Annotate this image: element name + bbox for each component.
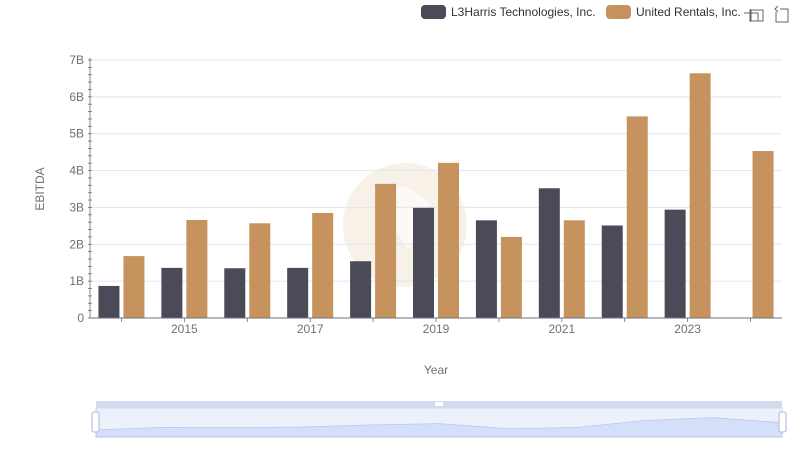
bar-l3harris-2015[interactable] xyxy=(161,267,183,318)
bar-l3harris-2020[interactable] xyxy=(475,220,497,318)
y-tick-label: 1B xyxy=(69,274,84,288)
y-tick-label: 2B xyxy=(69,237,84,251)
bar-united-rentals-2022[interactable] xyxy=(626,116,648,319)
zoom-grip[interactable] xyxy=(435,402,443,406)
y-tick-label: 5B xyxy=(69,127,84,141)
bar-l3harris-2019[interactable] xyxy=(413,207,434,318)
x-tick-label: 2015 xyxy=(171,322,198,336)
bar-l3harris-2021[interactable] xyxy=(538,188,560,318)
bar-united-rentals-2017[interactable] xyxy=(312,212,334,318)
zoom-selected-range xyxy=(96,408,782,437)
legend-label: L3Harris Technologies, Inc. xyxy=(451,5,596,19)
y-tick-label: 4B xyxy=(69,164,84,178)
bar-united-rentals-2015[interactable] xyxy=(186,219,208,318)
zoom-preview-area xyxy=(95,417,783,438)
bar-united-rentals-2019[interactable] xyxy=(438,162,459,318)
zoom-select-icon[interactable] xyxy=(744,9,764,22)
bar-l3harris-2018[interactable] xyxy=(350,261,372,318)
y-tick-label: 0 xyxy=(77,311,84,325)
legend-item-l3harris[interactable]: L3Harris Technologies, Inc. xyxy=(421,5,596,19)
bar-united-rentals-2018[interactable] xyxy=(375,183,397,318)
zoom-handle-right[interactable] xyxy=(778,411,787,433)
x-tick-label: 2021 xyxy=(548,322,575,336)
bar-united-rentals-2023[interactable] xyxy=(689,73,711,318)
legend-swatch xyxy=(421,5,446,19)
legend-item-united-rentals[interactable]: United Rentals, Inc. xyxy=(606,5,741,19)
legend-label: United Rentals, Inc. xyxy=(636,5,741,19)
y-tick-label: 7B xyxy=(69,53,84,67)
bar-united-rentals-2014[interactable] xyxy=(123,256,145,318)
bar-united-rentals-2021[interactable] xyxy=(563,220,585,318)
bar-l3harris-2016[interactable] xyxy=(224,268,246,318)
bar-united-rentals-2016[interactable] xyxy=(249,223,271,318)
x-axis: 2015 2017 2019 2021 2023 xyxy=(90,317,782,336)
toolbox xyxy=(744,5,789,23)
bar-l3harris-2023[interactable] xyxy=(664,209,686,318)
bars xyxy=(98,73,774,319)
bar-united-rentals-2024[interactable] xyxy=(752,151,774,318)
bar-l3harris-2014[interactable] xyxy=(98,285,120,318)
x-tick-label: 2019 xyxy=(423,322,450,336)
x-tick-label: 2017 xyxy=(297,322,324,336)
y-axis: 0 1B 2B 3B 4B 5B 6B 7B xyxy=(69,53,92,325)
bar-united-rentals-2020[interactable] xyxy=(500,236,522,318)
bar-l3harris-2017[interactable] xyxy=(287,267,309,318)
x-axis-label: Year xyxy=(424,363,448,377)
y-axis-label: EBITDA xyxy=(33,167,47,210)
legend: L3Harris Technologies, Inc. United Rental… xyxy=(421,5,741,19)
data-zoom-slider[interactable] xyxy=(91,401,787,438)
y-tick-label: 6B xyxy=(69,90,84,104)
zoom-reset-icon[interactable] xyxy=(774,5,789,23)
legend-swatch xyxy=(606,5,631,19)
bar-l3harris-2022[interactable] xyxy=(601,225,623,318)
y-tick-label: 3B xyxy=(69,200,84,214)
zoom-handle-left[interactable] xyxy=(91,411,100,433)
x-tick-label: 2023 xyxy=(674,322,701,336)
